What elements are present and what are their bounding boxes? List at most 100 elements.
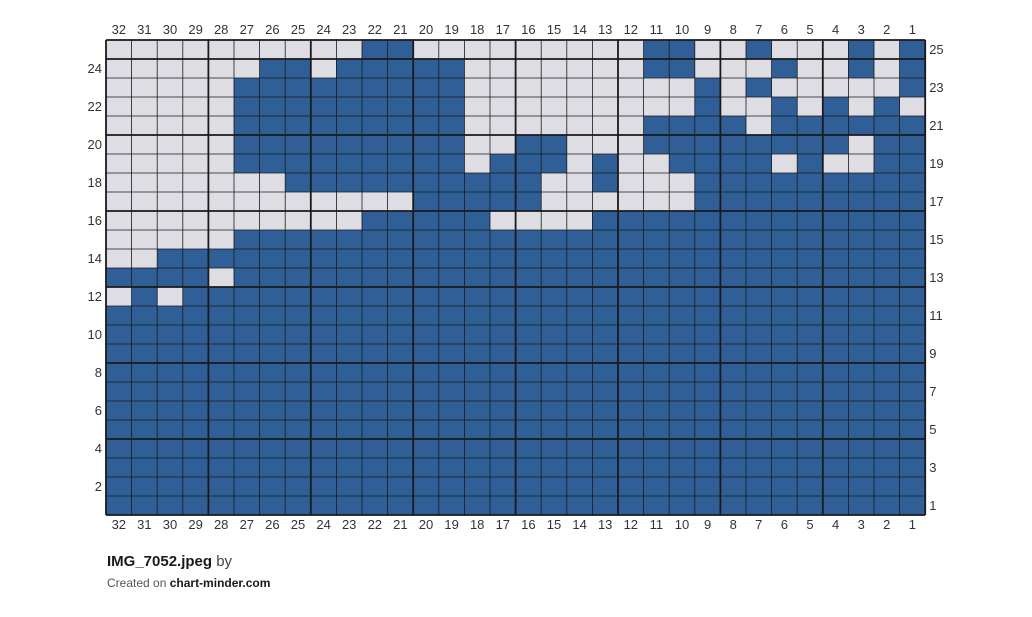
chart-cell-r6-c12: [618, 401, 644, 420]
chart-cell-r9-c12: [618, 344, 644, 363]
chart-cell-r9-c5: [797, 344, 823, 363]
chart-cell-r4-c32: [106, 439, 132, 458]
chart-cell-r1-c27: [234, 496, 260, 515]
chart-cell-r4-c22: [362, 439, 388, 458]
column-label-top: 2: [883, 22, 890, 37]
site-link[interactable]: chart-minder.com: [169, 576, 271, 590]
chart-cell-r3-c26: [259, 458, 286, 477]
chart-cell-r1-c32: [106, 496, 132, 515]
row-label-left: 18: [88, 175, 102, 190]
chart-cell-r15-c5: [797, 230, 823, 249]
chart-cell-r22-c13: [592, 97, 618, 116]
chart-cell-r3-c2: [874, 458, 900, 477]
chart-cell-r24-c24: [310, 59, 337, 78]
chart-cell-r10-c8: [720, 325, 746, 344]
chart-cell-r16-c7: [746, 211, 772, 230]
chart-cell-r19-c9: [694, 154, 721, 173]
chart-cell-r14-c3: [848, 249, 874, 268]
chart-cell-r22-c26: [259, 97, 286, 116]
chart-cell-r1-c29: [182, 496, 209, 515]
file-line: IMG_7052.jpeg by: [107, 553, 270, 570]
chart-cell-r4-c14: [566, 439, 593, 458]
chart-cell-r11-c31: [131, 306, 158, 325]
chart-cell-r25-c14: [566, 40, 593, 59]
chart-cell-r25-c13: [592, 40, 618, 59]
chart-cell-r11-c30: [157, 306, 183, 325]
chart-cell-r9-c23: [336, 344, 362, 363]
chart-cell-r22-c31: [131, 97, 158, 116]
chart-cell-r4-c27: [234, 439, 260, 458]
chart-cell-r8-c27: [234, 363, 260, 382]
chart-cell-r17-c5: [797, 192, 823, 211]
chart-cell-r11-c16: [515, 306, 542, 325]
chart-cell-r19-c12: [618, 154, 644, 173]
row-label-left: 6: [95, 403, 102, 418]
chart-cell-r10-c26: [259, 325, 286, 344]
chart-cell-r15-c3: [848, 230, 874, 249]
chart-cell-r21-c29: [182, 116, 209, 135]
chart-cell-r24-c9: [694, 59, 721, 78]
chart-cell-r1-c9: [694, 496, 721, 515]
chart-cell-r5-c22: [362, 420, 388, 439]
chart-cell-r5-c26: [259, 420, 286, 439]
chart-cell-r21-c1: [899, 116, 926, 135]
chart-cell-r20-c27: [234, 135, 260, 154]
chart-cell-r9-c18: [464, 344, 490, 363]
chart-cell-r24-c4: [822, 59, 849, 78]
column-label-bottom: 14: [572, 517, 586, 532]
chart-cell-r9-c32: [106, 344, 132, 363]
chart-cell-r24-c10: [669, 59, 695, 78]
chart-cell-r5-c7: [746, 420, 772, 439]
chart-cell-r3-c16: [515, 458, 542, 477]
chart-cell-r13-c11: [643, 268, 670, 287]
chart-cell-r7-c10: [669, 382, 695, 401]
chart-labels: 3232313130302929282827272626252524242323…: [88, 22, 944, 532]
chart-cell-r7-c30: [157, 382, 183, 401]
chart-cell-r11-c26: [259, 306, 286, 325]
chart-cell-r25-c6: [771, 40, 798, 59]
chart-cell-r24-c30: [157, 59, 183, 78]
chart-cell-r20-c16: [515, 135, 542, 154]
chart-cell-r8-c15: [541, 363, 567, 382]
chart-cell-r22-c1: [899, 97, 926, 116]
chart-cell-r15-c13: [592, 230, 618, 249]
chart-cell-r10-c25: [285, 325, 311, 344]
chart-cell-r24-c3: [848, 59, 874, 78]
chart-cell-r2-c11: [643, 477, 670, 496]
chart-cell-r5-c10: [669, 420, 695, 439]
column-label-top: 22: [368, 22, 382, 37]
chart-cell-r6-c17: [490, 401, 516, 420]
chart-cell-r25-c21: [387, 40, 414, 59]
chart-cell-r16-c23: [336, 211, 362, 230]
chart-cell-r6-c6: [771, 401, 798, 420]
column-label-bottom: 18: [470, 517, 484, 532]
row-label-left: 8: [95, 365, 102, 380]
chart-cell-r15-c12: [618, 230, 644, 249]
chart-cell-r6-c10: [669, 401, 695, 420]
chart-cell-r18-c12: [618, 173, 644, 192]
chart-cell-r20-c18: [464, 135, 490, 154]
chart-cell-r25-c27: [234, 40, 260, 59]
chart-cell-r19-c10: [669, 154, 695, 173]
chart-cell-r7-c18: [464, 382, 490, 401]
column-label-top: 31: [137, 22, 151, 37]
chart-cell-r16-c12: [618, 211, 644, 230]
chart-cell-r23-c6: [771, 78, 798, 97]
chart-cell-r15-c19: [438, 230, 465, 249]
chart-cell-r3-c32: [106, 458, 132, 477]
chart-cell-r16-c18: [464, 211, 490, 230]
chart-cell-r2-c28: [208, 477, 234, 496]
column-label-top: 26: [265, 22, 279, 37]
chart-cell-r11-c19: [438, 306, 465, 325]
chart-cell-r22-c12: [618, 97, 644, 116]
chart-cell-r14-c30: [157, 249, 183, 268]
chart-cell-r5-c17: [490, 420, 516, 439]
chart-cell-r14-c13: [592, 249, 618, 268]
chart-cell-r25-c16: [515, 40, 542, 59]
chart-cell-r2-c8: [720, 477, 746, 496]
column-label-bottom: 2: [883, 517, 890, 532]
chart-cell-r18-c24: [310, 173, 337, 192]
chart-cell-r23-c27: [234, 78, 260, 97]
chart-cell-r8-c28: [208, 363, 234, 382]
chart-cell-r17-c14: [566, 192, 593, 211]
